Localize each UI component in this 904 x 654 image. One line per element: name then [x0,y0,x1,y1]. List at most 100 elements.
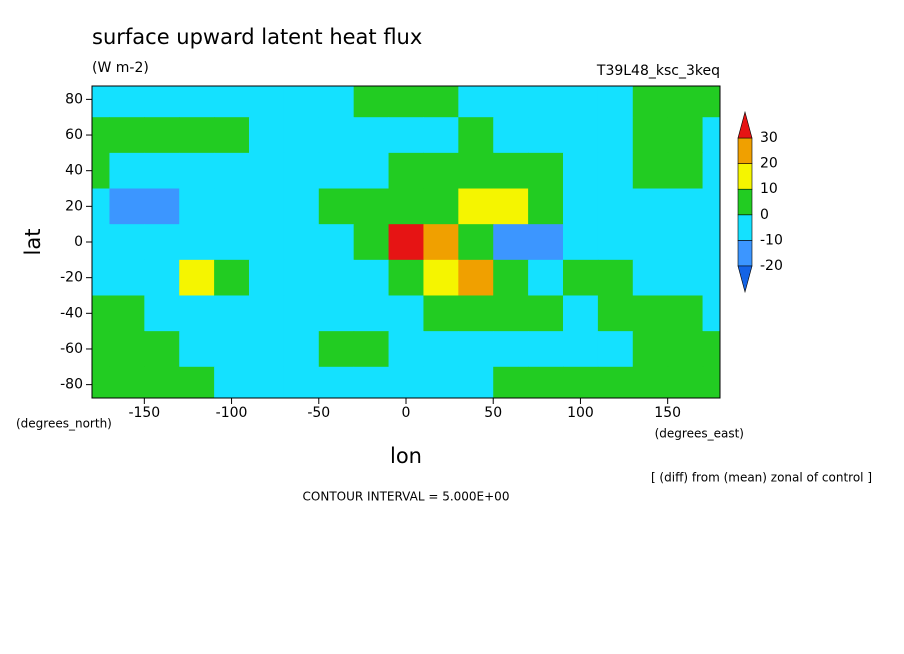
colorbar-segment [737,137,753,164]
contour-cell [214,295,250,332]
x-tick-label: -50 [307,405,330,421]
contour-cell [458,86,494,118]
contour-cell [179,117,215,154]
contour-cell [597,152,634,190]
contour-cell [144,117,180,154]
contour-cell [353,366,390,399]
contour-cell [179,224,215,261]
contour-cell [388,152,424,190]
contour-cell [109,86,145,118]
contour-cell [92,224,110,261]
contour-cell [528,259,564,296]
contour-cell [632,331,669,368]
x-tick-label: 150 [654,405,681,421]
contour-cell [179,152,215,190]
contour-cell [388,295,424,332]
contour-cell [214,224,250,261]
contour-cell [632,224,669,261]
contour-cell [109,331,145,368]
contour-cell [632,295,669,332]
contour-cell [528,152,564,190]
colorbar-top-arrow [737,110,753,139]
contour-cell [92,366,110,399]
contour-cell [179,331,215,368]
contour-cell [249,259,285,296]
contour-cell [249,295,285,332]
contour-cell [528,331,564,368]
contour-cell [597,295,634,332]
contour-cell [423,117,459,154]
contour-cell [458,366,494,399]
contour-cell [283,188,320,225]
contour-cell [214,152,250,190]
contour-cell [458,152,494,190]
contour-cell [493,295,529,332]
contour-cell [702,295,721,332]
contour-cell [109,224,145,261]
dataset-label: T39L48_ksc_3keq [596,63,720,79]
contour-cell [667,117,704,154]
contour-cell [667,295,704,332]
y-axis-label: lat [21,229,45,256]
contour-cell [423,224,459,261]
contour-cell [92,259,110,296]
contour-cell [493,188,529,225]
contour-cell [179,295,215,332]
contour-cell [423,259,459,296]
contour-cell [283,86,320,118]
contour-cell [214,259,250,296]
contour-cell [702,86,721,118]
contour-cell [493,86,529,118]
contour-cell [388,86,424,118]
contour-cell [249,86,285,118]
contour-cell [458,295,494,332]
chart-title: surface upward latent heat flux [92,25,422,49]
contour-cell [423,152,459,190]
contour-cell [283,224,320,261]
contour-cell [702,152,721,190]
contour-cell [283,152,320,190]
contour-cell [458,117,494,154]
contour-cell [92,188,110,225]
contour-cell [493,152,529,190]
chart-subtitle: (W m-2) [92,60,149,76]
contour-cell [214,366,250,399]
contour-cell [179,259,215,296]
contour-cell [283,259,320,296]
contour-cell [214,117,250,154]
contour-cell [249,188,285,225]
contour-cell [528,366,564,399]
contour-cell [318,188,355,225]
contour-cell [249,224,285,261]
contour-cell [92,295,110,332]
contour-cell [318,117,355,154]
contour-cell [283,331,320,368]
colorbar-label: -20 [760,258,783,274]
contour-cell [667,224,704,261]
contour-cell [144,224,180,261]
contour-cell [493,331,529,368]
contour-cell [528,224,564,261]
contour-cell [423,188,459,225]
contour-cell [353,117,390,154]
contour-cell [92,331,110,368]
contour-cell [179,366,215,399]
contour-cell [563,188,599,225]
contour-cell [563,117,599,154]
contour-cell [318,295,355,332]
x-axis-label: lon [390,444,422,468]
colorbar-label: -10 [760,232,783,248]
colorbar-label: 30 [760,130,778,146]
contour-cell [283,366,320,399]
y-tick-label: 40 [65,163,83,179]
x-units: (degrees_east) [655,427,744,441]
contour-cell [667,152,704,190]
contour-cell [702,259,721,296]
contour-cell [353,295,390,332]
contour-cell [632,117,669,154]
contour-cell [388,366,424,399]
contour-cell [702,224,721,261]
y-tick-label: 80 [65,91,83,107]
contour-cell [353,224,390,261]
x-tick-label: -100 [216,405,248,421]
